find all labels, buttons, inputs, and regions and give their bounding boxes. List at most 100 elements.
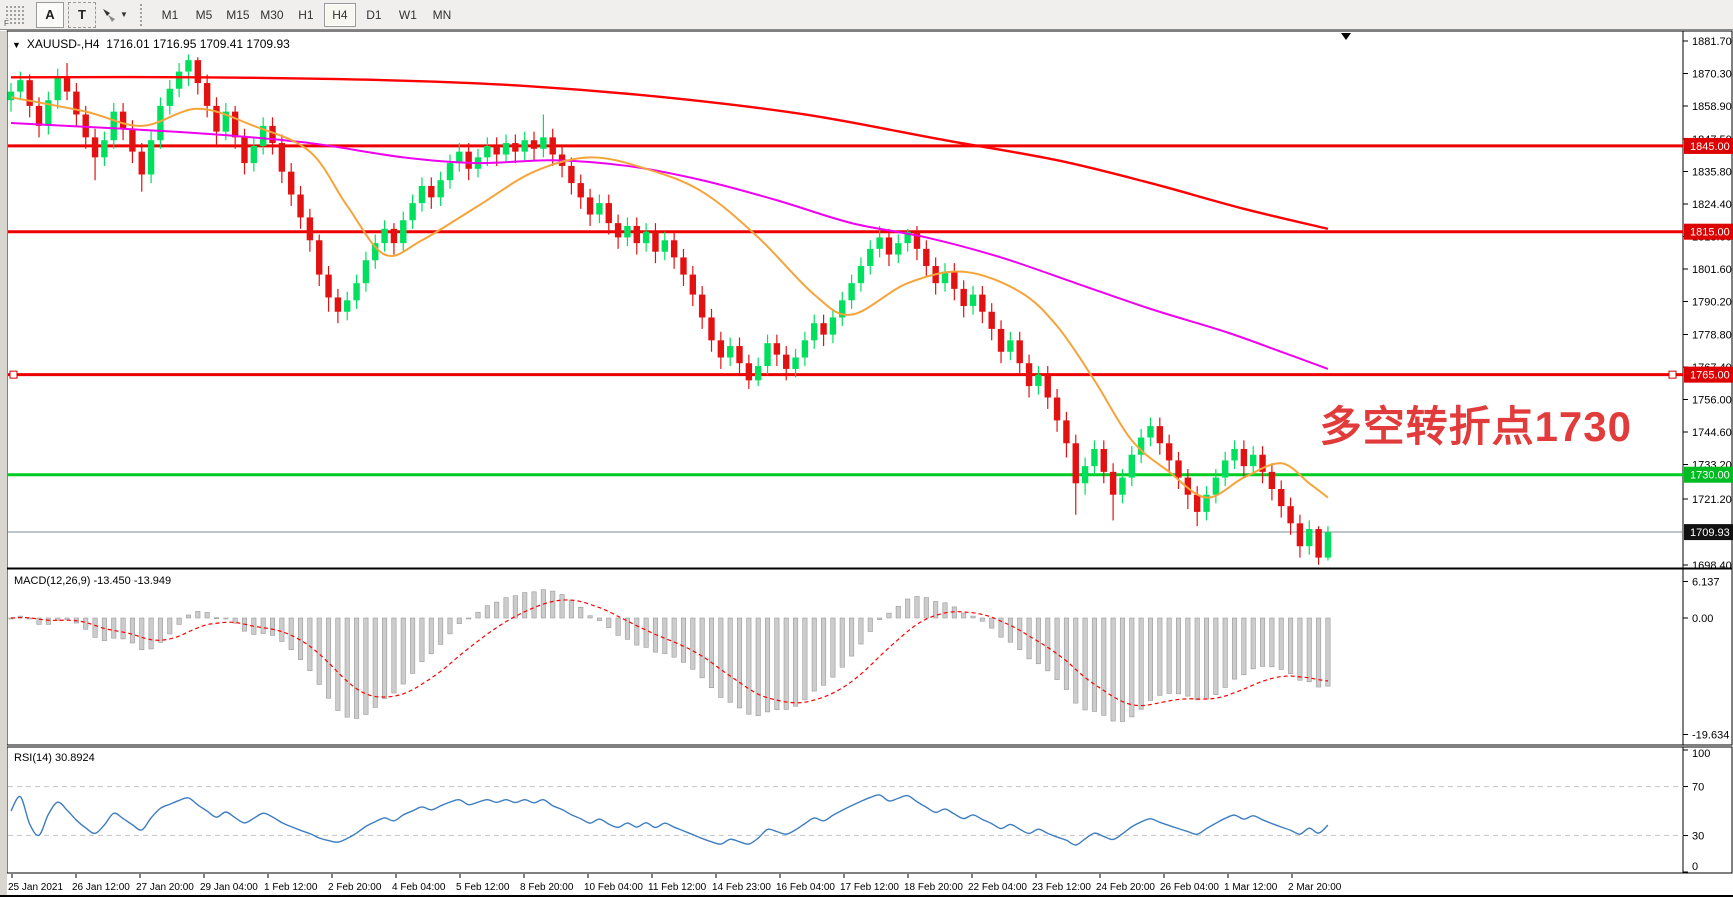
macd-histogram-bar: [998, 617, 1004, 638]
macd-histogram-bar: [64, 617, 70, 621]
rsi-tick-label: 30: [1692, 830, 1704, 842]
macd-histogram-bar: [92, 617, 98, 638]
macd-histogram-bar: [737, 617, 743, 709]
candle: [783, 346, 790, 381]
candle: [446, 154, 454, 189]
macd-histogram-bar: [680, 617, 686, 663]
hline-handle[interactable]: [9, 370, 18, 379]
text-tool-button[interactable]: T: [68, 1, 96, 28]
macd-histogram-bar: [1082, 617, 1088, 711]
candle: [1147, 417, 1154, 447]
macd-histogram-bar: [111, 617, 117, 639]
candle: [1044, 366, 1051, 409]
candle: [278, 134, 286, 184]
candle: [540, 114, 547, 158]
macd-histogram-bar: [1157, 617, 1163, 696]
time-axis-label: 8 Feb 20:00: [520, 882, 574, 893]
hline-handle[interactable]: [1668, 370, 1677, 379]
candle: [1081, 457, 1089, 495]
symbol-collapse-icon[interactable]: ▼: [12, 40, 21, 50]
macd-histogram-bar: [849, 617, 855, 657]
toolbar-grip-icon[interactable]: F: [4, 3, 26, 28]
timeframe-button-m1[interactable]: M1: [161, 7, 179, 22]
timeframe-button-w1[interactable]: W1: [398, 7, 417, 22]
macd-histogram-bar: [288, 617, 294, 651]
macd-histogram-bar: [839, 617, 845, 668]
candle: [624, 217, 631, 246]
timeframe-button-d1[interactable]: D1: [366, 7, 382, 22]
macd-histogram-bar: [746, 617, 752, 715]
macd-histogram-bar: [55, 617, 61, 621]
macd-histogram-bar: [157, 617, 163, 643]
candle: [951, 263, 958, 301]
candle: [1025, 354, 1033, 398]
candle: [1193, 486, 1201, 527]
timeframe-button-h4[interactable]: H4: [323, 2, 356, 27]
timeframe-button-h1[interactable]: H1: [298, 7, 314, 22]
price-tick-label: 1778.80: [1692, 329, 1732, 341]
macd-histogram-bar: [307, 617, 313, 671]
candle: [213, 97, 220, 146]
macd-histogram-bar: [213, 617, 219, 619]
macd-histogram-bar: [428, 617, 434, 655]
candle: [231, 105, 239, 149]
candle: [661, 231, 668, 261]
macd-histogram-bar: [1073, 617, 1079, 704]
candle: [745, 354, 753, 389]
rsi-tick-label: 100: [1692, 748, 1710, 760]
macd-histogram-bar: [1325, 617, 1331, 687]
ma-fast: [10, 96, 1329, 499]
candle: [1007, 331, 1014, 361]
macd-histogram-bar: [391, 617, 397, 694]
price-badge-label: 1730.00: [1690, 470, 1730, 482]
timeframe-button-m30[interactable]: M30: [260, 7, 284, 22]
candle: [119, 103, 127, 141]
macd-histogram-bar: [1017, 617, 1023, 650]
macd-histogram-bar: [129, 617, 135, 644]
candle: [147, 131, 155, 184]
chart-canvas[interactable]: 1881.701870.301858.901847.501835.801824.…: [0, 30, 1733, 899]
macd-signal-line: [10, 599, 1329, 707]
macd-histogram-bar: [167, 617, 173, 635]
macd-histogram-bar: [447, 617, 453, 635]
candle: [670, 231, 678, 269]
candle: [1119, 468, 1126, 504]
candle: [923, 240, 930, 278]
candle: [521, 131, 528, 161]
macd-tick-label: 6.137: [1692, 577, 1720, 589]
dropdown-caret-icon: ▼: [120, 10, 128, 19]
timeframe-button-m5[interactable]: M5: [195, 7, 213, 22]
candle: [885, 228, 893, 267]
macd-histogram-bar: [1176, 617, 1182, 695]
pointer-tool-button[interactable]: ▼: [100, 2, 129, 28]
macd-histogram-bar: [606, 617, 612, 628]
macd-histogram-bar: [1278, 617, 1284, 670]
candle: [633, 217, 640, 255]
candle: [418, 177, 426, 212]
timeframe-button-mn[interactable]: MN: [432, 7, 452, 22]
macd-histogram-bar: [783, 617, 789, 710]
macd-histogram-bar: [886, 612, 892, 619]
time-axis-label: 2 Mar 20:00: [1288, 882, 1342, 893]
macd-histogram-bar: [755, 617, 761, 716]
candle: [568, 157, 575, 195]
timeframe-button-m15[interactable]: M15: [226, 7, 250, 22]
window-left-edge: [0, 31, 7, 895]
candle: [1324, 526, 1332, 561]
macd-histogram-bar: [895, 605, 901, 619]
candle: [586, 188, 594, 226]
font-tool-button[interactable]: A: [36, 1, 64, 28]
candle: [1100, 440, 1107, 484]
chart-annotation-text[interactable]: 多空转折点1730: [1319, 403, 1632, 450]
candle: [456, 143, 463, 172]
macd-tick-label: -19.634: [1692, 730, 1729, 742]
candle: [175, 63, 183, 98]
price-tick-label: 1756.00: [1692, 395, 1732, 407]
macd-histogram-bar: [1138, 617, 1144, 710]
time-axis-label: 29 Jan 04:00: [200, 882, 258, 893]
candle: [848, 274, 855, 309]
candle: [73, 83, 80, 126]
time-axis-label: 25 Jan 2021: [8, 882, 63, 893]
price-badge-label: 1765.00: [1690, 370, 1730, 382]
macd-histogram-bar: [802, 617, 808, 701]
